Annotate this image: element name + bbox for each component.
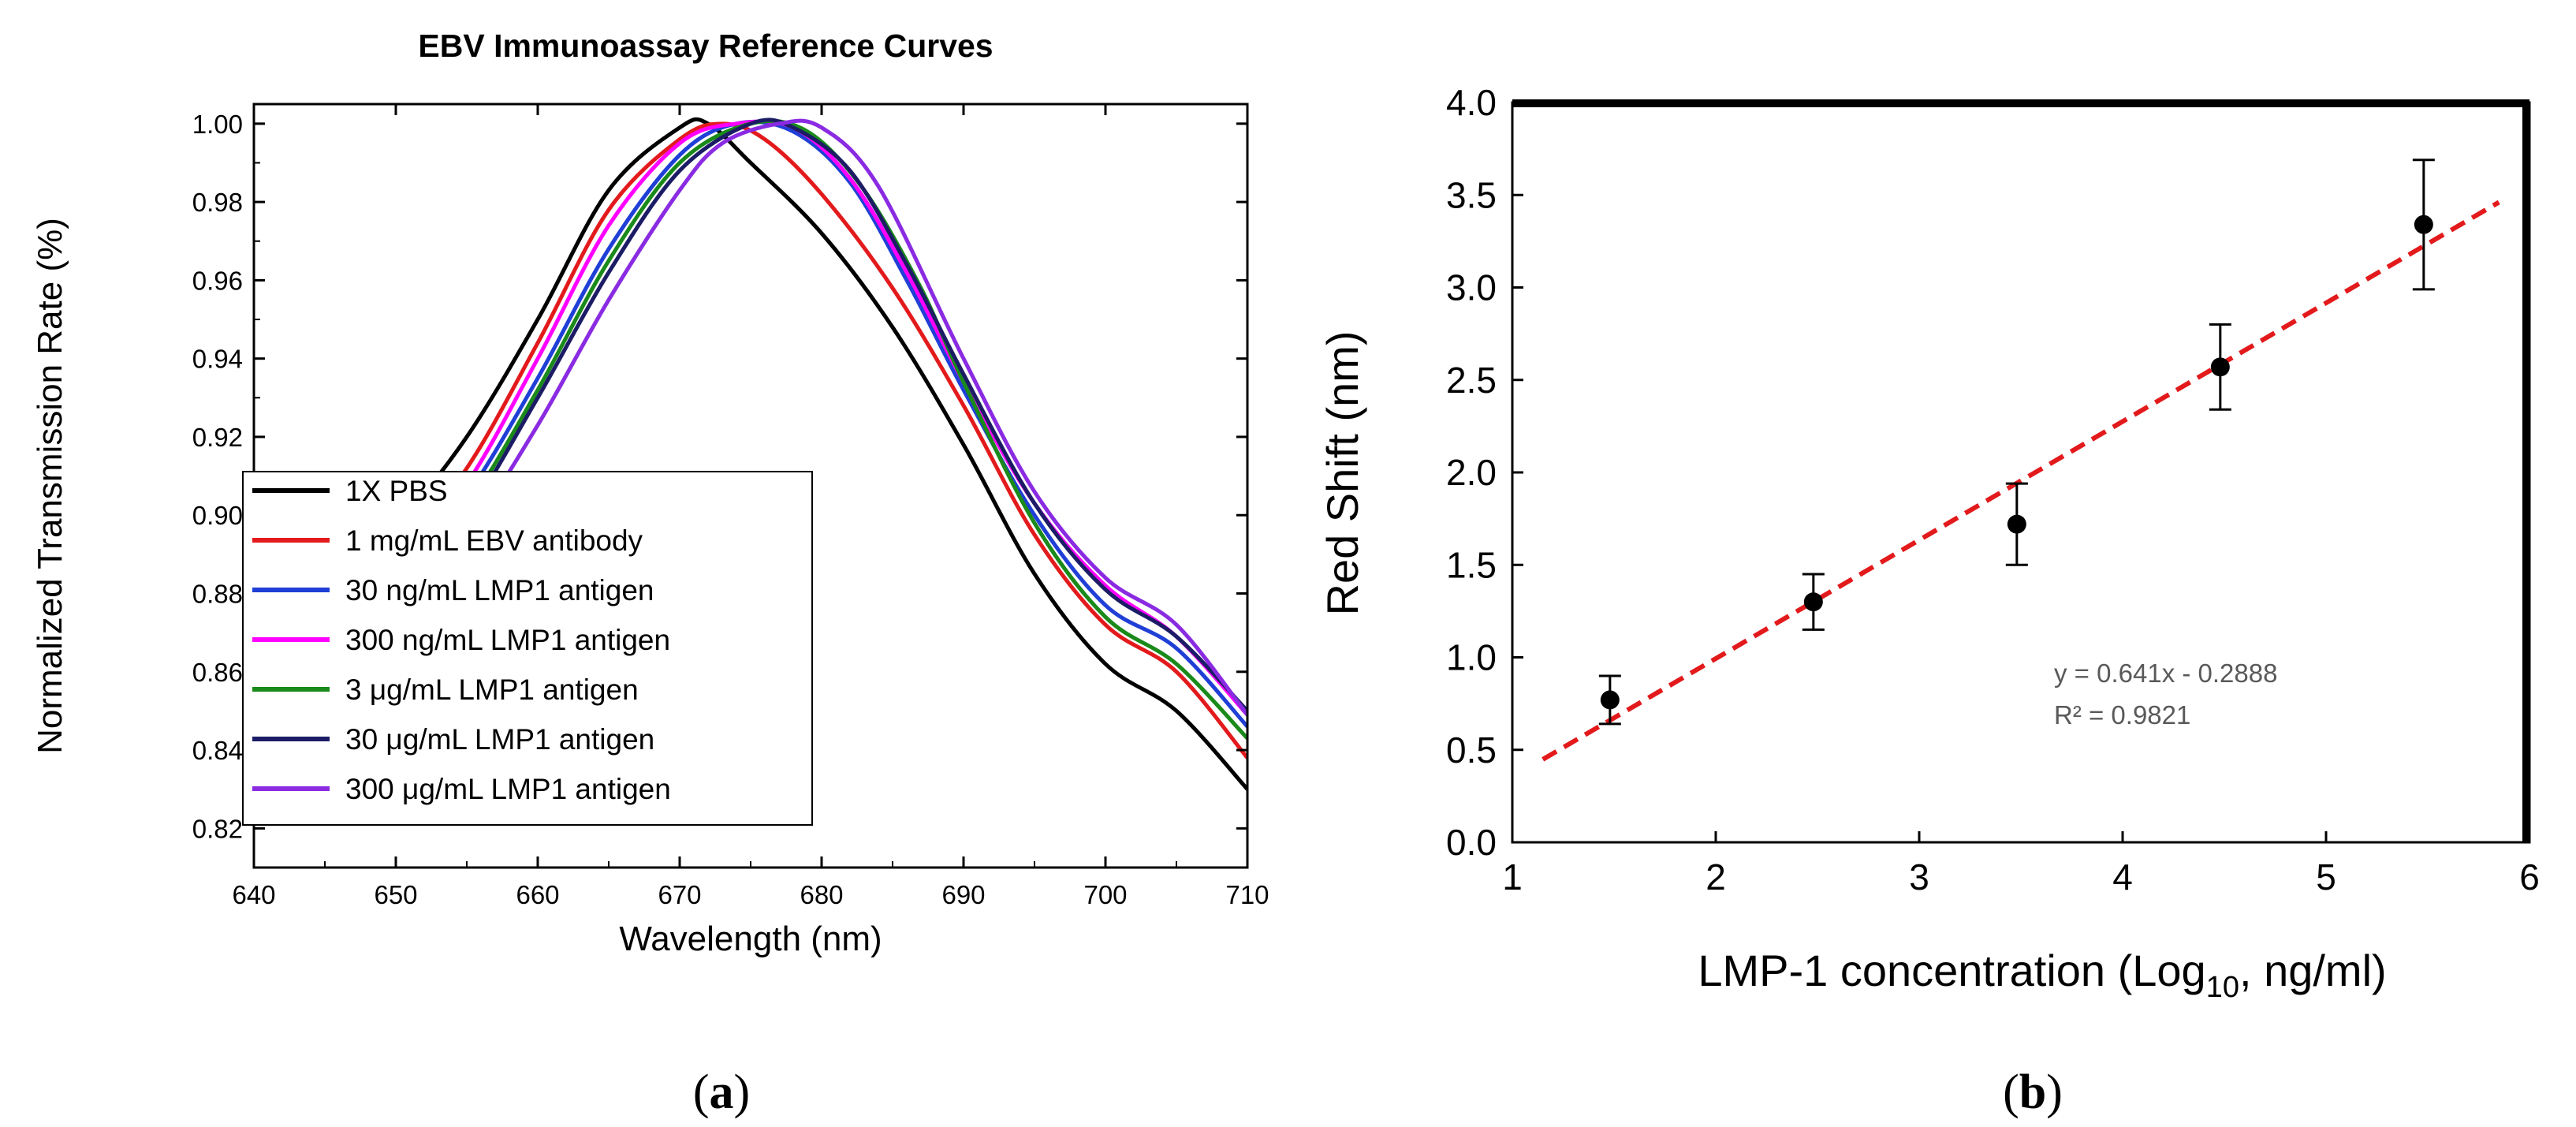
chart-a-y-tick-label: 0.86 <box>192 658 243 687</box>
chart-b-x-tick-label: 5 <box>2316 856 2336 897</box>
chart-b-y-tick-label: 3.5 <box>1446 174 1497 215</box>
chart-b-data-point <box>1802 573 1825 631</box>
panel-b-label: (b) <box>2003 1065 2063 1119</box>
panel-a-label: (a) <box>693 1065 750 1119</box>
chart-b-x-axis-label: LMP-1 concentration (Log10, ng/ml) <box>1698 946 2386 1004</box>
chart-b-x-tick-label: 4 <box>2112 856 2133 897</box>
chart-a-y-axis-label: Normalized Transmission Rate (%) <box>31 218 69 754</box>
chart-a-x-axis-label: Wavelength (nm) <box>619 920 882 958</box>
chart-b-marker <box>1600 690 1620 710</box>
chart-b-marker <box>1803 592 1823 612</box>
chart-b-data-point <box>1598 674 1621 726</box>
chart-a-x-tick-label: 650 <box>374 880 417 909</box>
chart-b-x-axis-label-main: LMP-1 concentration (Log <box>1698 946 2205 995</box>
chart-a-y-tick-label: 0.98 <box>192 188 243 217</box>
chart-b-x-tick-label: 1 <box>1502 856 1523 897</box>
chart-b-fit-equation: y = 0.641x - 0.2888 <box>2054 659 2277 688</box>
chart-a-x-tick-label: 680 <box>800 880 843 909</box>
panel-b: 1 2 3 4 5 6 0.0 0.5 1.0 1.5 2.0 2.5 3.0 3.5 4.0 y = 0.… <box>1318 82 2540 1119</box>
panel-a: EBV Immunoassay Reference Curves 640 650 6… <box>31 28 1269 1119</box>
chart-b-x-tick-label: 3 <box>1909 856 1929 897</box>
chart-a-y-tick-label: 0.92 <box>192 423 243 452</box>
chart-b-x-axis-label-sub: 10 <box>2206 971 2239 1004</box>
chart-b-y-tick-label: 1.0 <box>1446 637 1497 678</box>
panel-b-label-letter: b <box>2019 1065 2046 1119</box>
chart-a-legend-entry: 30 ng/mL LMP1 antigen <box>345 574 654 606</box>
chart-a-title: EBV Immunoassay Reference Curves <box>418 28 993 64</box>
chart-b-y-tick-label: 4.0 <box>1446 82 1497 123</box>
chart-b-x-tick-label: 2 <box>1706 856 1726 897</box>
chart-b-x-tick-label: 6 <box>2519 856 2540 897</box>
chart-b-y-tick-label: 3.0 <box>1446 267 1497 308</box>
chart-a-x-tick-label: 700 <box>1083 880 1127 909</box>
chart-b-y-tick-label: 0.5 <box>1446 730 1497 771</box>
chart-a-y-tick-label: 0.84 <box>192 736 243 765</box>
chart-b-fit-line <box>1541 200 2500 762</box>
chart-a-legend-box <box>242 471 813 826</box>
chart-a-y-tick-label: 0.90 <box>192 501 243 530</box>
chart-b-marker <box>2210 357 2230 377</box>
panel-b-label-open: ( <box>2003 1065 2019 1119</box>
chart-a-legend-entry: 300 μg/mL LMP1 antigen <box>345 773 671 805</box>
chart-a-y-tick-label: 0.88 <box>192 580 243 609</box>
chart-b-data-points <box>1598 159 2435 726</box>
chart-a-y-tick-label: 1.00 <box>192 110 243 139</box>
panel-a-label-open: ( <box>693 1065 710 1119</box>
chart-a-x-tick-label: 640 <box>232 880 275 909</box>
chart-a-legend-entry: 1X PBS <box>345 475 448 507</box>
chart-b-ticks: 1 2 3 4 5 6 0.0 0.5 1.0 1.5 2.0 2.5 3.0 3.5 4.0 <box>1446 82 2540 897</box>
chart-b-data-point <box>2412 159 2435 291</box>
chart-b-y-tick-label: 2.0 <box>1446 452 1497 493</box>
chart-a-legend: 1X PBS 1 mg/mL EBV antibody 30 ng/mL LMP1 … <box>242 471 813 826</box>
chart-a-legend-entry: 1 mg/mL EBV antibody <box>345 524 643 557</box>
chart-b-fit-dashed-line <box>1541 200 2500 762</box>
chart-b-fit-r2: R² = 0.9821 <box>2054 700 2190 730</box>
chart-a-ticks: 640 650 660 670 680 690 700 710 0.82 0.84 0.86 0.88… <box>192 104 1269 909</box>
panel-b-label-close: ) <box>2046 1065 2063 1119</box>
chart-b-data-point <box>2005 482 2028 566</box>
chart-b-data-point <box>2209 323 2231 411</box>
chart-b-plot-frame <box>1511 101 2531 844</box>
chart-b-y-tick-label: 1.5 <box>1446 544 1497 585</box>
chart-a-x-tick-label: 660 <box>516 880 559 909</box>
chart-a-y-tick-label: 0.96 <box>192 266 243 295</box>
chart-a-legend-entry: 30 μg/mL LMP1 antigen <box>345 723 654 756</box>
chart-a-legend-entry: 300 ng/mL LMP1 antigen <box>345 624 670 656</box>
chart-b-marker <box>2414 215 2433 234</box>
chart-a-x-tick-label: 690 <box>941 880 985 909</box>
chart-a-legend-entry: 3 μg/mL LMP1 antigen <box>345 674 639 706</box>
chart-a-y-tick-label: 0.94 <box>192 345 243 374</box>
chart-b-y-axis-label: Red Shift (nm) <box>1318 331 1367 616</box>
panel-a-label-letter: a <box>710 1065 734 1119</box>
chart-a-x-tick-label: 710 <box>1225 880 1269 909</box>
panel-a-label-close: ) <box>734 1065 751 1119</box>
chart-b-marker <box>2007 514 2026 534</box>
chart-b-y-tick-label: 0.0 <box>1446 822 1497 863</box>
chart-b-x-axis-label-tail: , ng/ml) <box>2239 946 2387 995</box>
chart-a-y-tick-label: 0.82 <box>192 814 243 843</box>
chart-a-x-tick-label: 670 <box>658 880 701 909</box>
chart-b-y-tick-label: 2.5 <box>1446 360 1497 401</box>
